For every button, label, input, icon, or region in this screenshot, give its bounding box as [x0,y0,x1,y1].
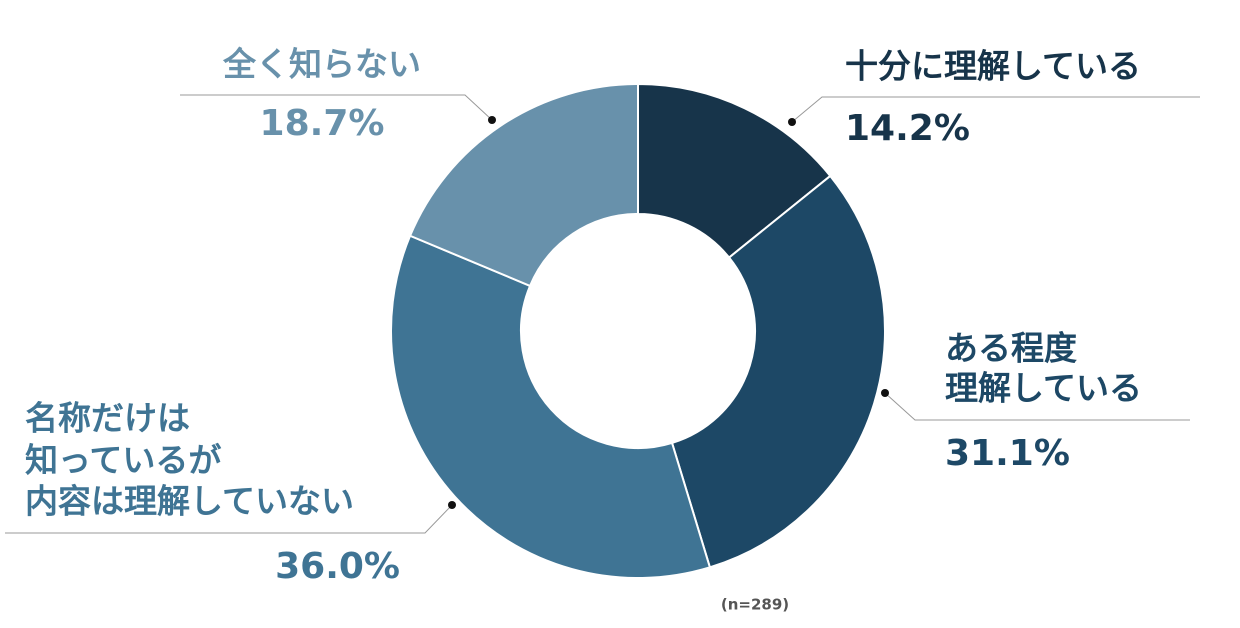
leader-line [884,392,1190,421]
value-label: 14.2% [845,108,970,149]
category-label: 名称だけは [25,399,190,438]
leader-line [791,96,1200,123]
value-label: 36.0% [275,546,400,587]
donut-slice [390,234,712,579]
category-label: 十分に理解している [845,47,1141,86]
category-label: 全く知らない [222,45,421,84]
value-label: 18.7% [260,103,385,144]
value-label: 31.1% [945,433,1070,474]
leader-dot [881,389,889,397]
leader-line [180,94,493,121]
category-label: 理解している [945,369,1142,408]
leader-dot [788,118,796,126]
leader-dot [448,501,456,509]
sample-note: (n=289) [721,596,789,614]
leader-line [5,504,453,534]
donut-slice [408,82,639,288]
donut-slice [670,174,886,569]
category-label: 知っているが [25,441,221,480]
category-label: ある程度 [945,329,1077,368]
category-label: 内容は理解していない [25,482,354,521]
leader-dot [488,116,496,124]
